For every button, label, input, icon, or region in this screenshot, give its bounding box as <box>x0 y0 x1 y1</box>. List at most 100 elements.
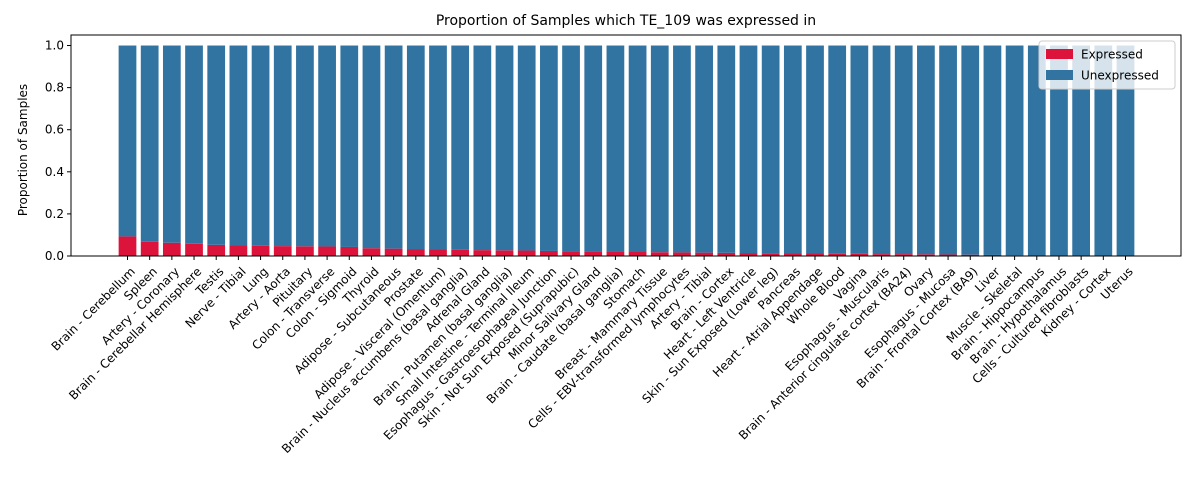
bar-unexpressed-33 <box>850 45 869 254</box>
bar-unexpressed-14 <box>429 45 447 250</box>
y-tick-label: 0.8 <box>45 81 64 95</box>
bar-unexpressed-10 <box>340 45 359 247</box>
bar-unexpressed-20 <box>562 45 580 252</box>
bar-unexpressed-23 <box>628 45 647 252</box>
bar-unexpressed-22 <box>606 45 625 252</box>
bar-unexpressed-29 <box>761 45 780 254</box>
bar-expressed-27 <box>717 252 736 256</box>
bar-expressed-21 <box>584 251 603 256</box>
bar-unexpressed-5 <box>229 45 248 246</box>
bar-unexpressed-44 <box>1094 45 1113 256</box>
bar-expressed-33 <box>850 253 869 256</box>
bar-expressed-12 <box>384 248 403 256</box>
bar-unexpressed-45 <box>1116 45 1135 256</box>
bar-expressed-20 <box>562 251 580 256</box>
bar-expressed-23 <box>628 252 647 256</box>
bar-expressed-22 <box>606 251 625 256</box>
bar-expressed-36 <box>917 254 935 256</box>
bar-expressed-34 <box>872 254 891 256</box>
bar-unexpressed-34 <box>872 45 891 255</box>
bar-expressed-18 <box>517 250 536 256</box>
bar-unexpressed-31 <box>806 45 824 254</box>
bar-unexpressed-24 <box>650 45 669 253</box>
bar-unexpressed-17 <box>495 45 514 251</box>
bar-expressed-29 <box>761 253 780 256</box>
y-tick-label: 0.4 <box>45 165 64 179</box>
bar-expressed-11 <box>362 248 381 256</box>
legend-label-unexpressed: Unexpressed <box>1081 69 1159 83</box>
bar-expressed-35 <box>894 254 913 256</box>
y-axis: 0.0 0.2 0.4 0.6 0.8 1.0 <box>45 39 71 263</box>
bar-unexpressed-3 <box>185 45 203 244</box>
bar-unexpressed-32 <box>828 45 847 254</box>
bar-expressed-26 <box>695 252 713 256</box>
bar-expressed-4 <box>207 244 226 256</box>
bar-unexpressed-37 <box>939 45 957 255</box>
bar-expressed-17 <box>495 250 514 256</box>
bar-unexpressed-19 <box>540 45 558 251</box>
bar-unexpressed-4 <box>207 45 226 245</box>
bar-expressed-7 <box>273 246 292 256</box>
bar-unexpressed-39 <box>983 45 1002 255</box>
bar-expressed-24 <box>650 252 669 256</box>
bar-unexpressed-0 <box>118 45 137 237</box>
chart-title: Proportion of Samples which TE_109 was e… <box>436 13 816 29</box>
bar-unexpressed-41 <box>1027 45 1046 256</box>
bar-expressed-28 <box>739 253 758 256</box>
bar-unexpressed-42 <box>1050 45 1068 256</box>
bar-expressed-38 <box>961 254 980 256</box>
bar-unexpressed-8 <box>296 45 314 247</box>
bar-unexpressed-35 <box>894 45 913 255</box>
bar-unexpressed-25 <box>673 45 691 253</box>
legend-swatch-unexpressed <box>1046 70 1073 80</box>
bar-unexpressed-13 <box>406 45 425 250</box>
bar-unexpressed-7 <box>273 45 292 247</box>
bar-unexpressed-26 <box>695 45 713 253</box>
bar-unexpressed-27 <box>717 45 736 253</box>
bar-unexpressed-40 <box>1005 45 1024 256</box>
bar-unexpressed-38 <box>961 45 980 255</box>
bar-expressed-8 <box>296 246 314 256</box>
bar-unexpressed-43 <box>1072 45 1091 256</box>
bar-expressed-39 <box>983 254 1002 256</box>
bar-expressed-1 <box>140 241 159 256</box>
bar-expressed-37 <box>939 254 957 256</box>
y-tick-label: 0.2 <box>45 207 64 221</box>
y-tick-label: 0.0 <box>45 249 64 263</box>
bar-expressed-30 <box>783 253 802 256</box>
bar-unexpressed-6 <box>251 45 270 246</box>
bar-unexpressed-9 <box>318 45 336 247</box>
bar-expressed-6 <box>251 245 270 256</box>
bar-expressed-5 <box>229 245 248 256</box>
legend: Expressed Unexpressed <box>1038 40 1176 90</box>
bar-unexpressed-1 <box>140 45 159 242</box>
bar-expressed-2 <box>162 242 181 256</box>
bar-expressed-10 <box>340 246 359 256</box>
plot-frame <box>70 34 1182 257</box>
y-axis-label: Proportion of Samples <box>16 84 30 216</box>
bar-unexpressed-21 <box>584 45 603 252</box>
bar-unexpressed-2 <box>162 45 181 243</box>
bar-expressed-3 <box>185 243 203 256</box>
bar-expressed-15 <box>451 249 470 256</box>
bar-expressed-31 <box>806 253 824 256</box>
y-tick-label: 0.6 <box>45 123 64 137</box>
bar-expressed-0 <box>118 236 137 256</box>
legend-swatch-expressed <box>1046 49 1073 59</box>
bar-expressed-19 <box>540 250 558 256</box>
bar-expressed-16 <box>473 250 492 256</box>
bar-unexpressed-15 <box>451 45 470 250</box>
legend-label-expressed: Expressed <box>1081 48 1143 62</box>
bar-expressed-25 <box>673 252 691 256</box>
bar-expressed-14 <box>429 249 447 256</box>
bar-expressed-9 <box>318 246 336 256</box>
bar-unexpressed-18 <box>517 45 536 251</box>
bar-unexpressed-16 <box>473 45 492 251</box>
bar-unexpressed-11 <box>362 45 381 249</box>
bars-layer <box>118 45 1135 256</box>
y-tick-label: 1.0 <box>45 39 64 53</box>
bar-unexpressed-28 <box>739 45 758 254</box>
bar-expressed-32 <box>828 253 847 256</box>
bar-expressed-13 <box>406 249 425 256</box>
